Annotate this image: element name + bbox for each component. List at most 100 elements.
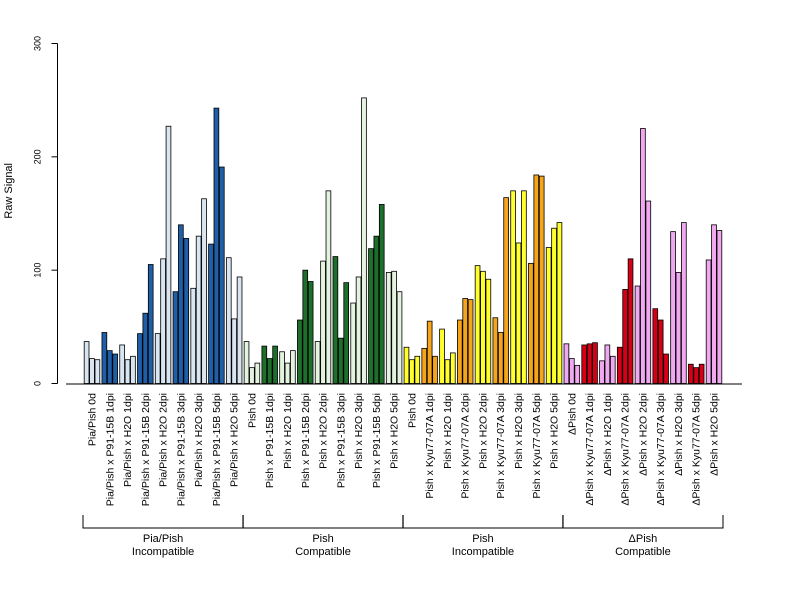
x-category-label: Pish x Kyu77-07A 2dpi [460, 393, 472, 499]
x-category-label: ΔPish x H2O 3dpi [673, 393, 685, 476]
bar [391, 270, 397, 384]
y-tick-label: 300 [33, 36, 43, 51]
y-axis: 0 100 200 300 Raw Signal [3, 36, 58, 386]
x-category-label: ΔPish x Kyu77-07A 2dpi [620, 393, 632, 506]
y-axis-title: Raw Signal [3, 163, 15, 219]
bar [94, 359, 101, 384]
x-category-label: Pish x P91-15B 3dpi [335, 393, 347, 488]
bar [231, 318, 237, 384]
y-tick-label: 200 [33, 149, 43, 164]
bar [450, 352, 456, 384]
bar [533, 174, 540, 384]
x-category-label: Pish x H2O 3dpi [513, 393, 525, 469]
x-category-label: Pish x H2O 1dpi [282, 393, 294, 469]
bar [266, 358, 273, 384]
bar [385, 272, 392, 384]
bar [249, 367, 255, 384]
bar [586, 343, 593, 384]
x-category-label: ΔPish 0d [566, 393, 578, 435]
x-category-label: Pish x H2O 5dpi [389, 393, 401, 469]
bar [178, 224, 184, 384]
bar [521, 190, 527, 384]
x-category-label: Pia/Pish x H2O 5dpi [229, 393, 241, 487]
bar [403, 346, 410, 384]
bar [396, 291, 403, 384]
bar [154, 333, 161, 384]
bar [112, 353, 118, 384]
x-category-label: Pish x H2O 1dpi [442, 393, 454, 469]
bar [510, 190, 516, 384]
bar [373, 235, 380, 384]
group-label-line1: Pish [312, 533, 333, 545]
bar [320, 260, 326, 384]
bar [378, 204, 385, 384]
bar [314, 341, 321, 384]
bar [343, 282, 349, 384]
bar [698, 363, 705, 384]
bar [485, 278, 492, 384]
group-label-line1: Pish [472, 533, 493, 545]
bar [462, 298, 468, 384]
bar [160, 258, 166, 384]
x-category-label: Pish x H2O 2dpi [477, 393, 489, 469]
bar [663, 353, 669, 384]
bar [492, 317, 499, 384]
group-label-line1: ΔPish [629, 533, 658, 545]
bar [503, 197, 509, 384]
bar [604, 344, 611, 384]
bar [439, 328, 445, 384]
x-category-label: Pia/Pish 0d [87, 393, 99, 446]
x-category-label: Pia/Pish x H2O 3dpi [193, 393, 205, 487]
bar [545, 247, 552, 384]
group-label-line2: Incompatible [132, 546, 194, 558]
bar [497, 332, 504, 384]
bar [645, 200, 652, 384]
bar [693, 367, 700, 384]
group-label-line2: Compatible [295, 546, 351, 558]
bar [89, 358, 95, 384]
x-category-label: Pish x P91-15B 1dpi [264, 393, 276, 488]
bar [213, 107, 220, 384]
bar [119, 344, 125, 384]
group-bracket [242, 515, 404, 529]
bar [130, 355, 136, 384]
bar [515, 242, 522, 384]
bar [337, 337, 344, 384]
group-label-line2: Compatible [615, 546, 671, 558]
x-category-label: Pish x P91-15B 2dpi [300, 393, 312, 488]
group-label-line1: Pia/Pish [143, 533, 183, 545]
bar [218, 166, 225, 384]
group-bracket [82, 515, 244, 529]
bar [137, 333, 143, 384]
x-category-label: Pish x H2O 3dpi [353, 393, 365, 469]
bar [254, 362, 261, 384]
bar [261, 345, 268, 384]
bar [195, 235, 202, 384]
bar [142, 312, 149, 384]
x-category-label: ΔPish x Kyu77-07A 3dpi [655, 393, 667, 506]
x-category-label: ΔPish x H2O 5dpi [709, 393, 721, 476]
x-category-label: Pia/Pish x H2O 2dpi [158, 393, 170, 487]
x-category-label: ΔPish x Kyu77-07A 1dpi [584, 393, 596, 506]
bar [563, 343, 570, 384]
bar [350, 302, 356, 384]
bar [528, 262, 534, 384]
bar [456, 319, 463, 384]
bar [657, 319, 664, 384]
bar [208, 243, 214, 384]
bar [101, 332, 108, 384]
bar [225, 257, 232, 384]
bar [83, 341, 90, 384]
bar [569, 358, 575, 384]
bar [124, 359, 131, 384]
x-category-label: Pish x Kyu77-07A 3dpi [495, 393, 507, 499]
bar [279, 351, 285, 384]
bar [681, 222, 687, 384]
bar [106, 350, 113, 384]
bar [670, 231, 676, 384]
bar [599, 360, 605, 384]
x-category-label: Pish 0d [406, 393, 418, 428]
bar [627, 258, 634, 384]
x-category-label: Pish x H2O 2dpi [318, 393, 330, 469]
